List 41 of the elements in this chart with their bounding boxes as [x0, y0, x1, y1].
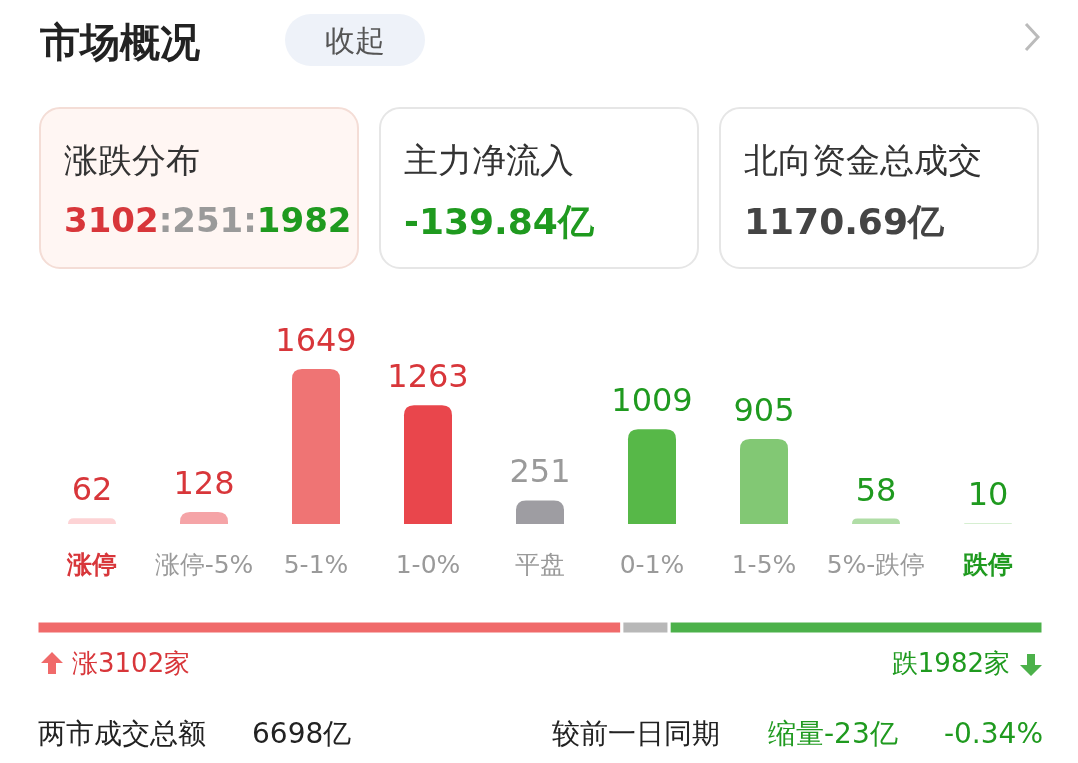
- bar: [68, 518, 116, 524]
- x-tick-label: 1-0%: [395, 550, 461, 579]
- bar: [180, 511, 228, 524]
- x-tick-label: 涨停: [66, 550, 117, 579]
- x-tick-label: 平盘: [515, 550, 565, 579]
- x-tick-label: 0-1%: [619, 550, 685, 579]
- data-label: 1009: [611, 381, 693, 420]
- bar: [628, 429, 676, 524]
- bar: [740, 438, 788, 524]
- text: 市场概况: [39, 19, 200, 65]
- text: 较前一日同期: [552, 717, 720, 750]
- x-tick-label: 5-1%: [283, 550, 349, 579]
- text: 涨跌分布: [64, 140, 200, 180]
- text: -139.84亿: [404, 201, 595, 242]
- text: 收起: [325, 23, 385, 58]
- x-tick-label: 1-5%: [731, 550, 797, 579]
- text: 1170.69亿: [744, 201, 945, 242]
- bar: [292, 369, 340, 524]
- data-label: 10: [967, 475, 1009, 514]
- text: 北向资金总成交: [744, 140, 982, 180]
- text: 3102:251:1982: [64, 200, 352, 240]
- data-label: 128: [173, 463, 235, 502]
- data-label: 1263: [387, 357, 469, 396]
- text: 缩量-23亿: [768, 717, 898, 750]
- text: -0.34%: [943, 717, 1043, 750]
- bar: [852, 518, 900, 524]
- data-label: 251: [509, 452, 571, 491]
- bar: [404, 405, 452, 524]
- text: 6698亿: [252, 717, 352, 750]
- text: 两市成交总额: [38, 717, 206, 750]
- data-label: 1649: [275, 321, 357, 359]
- x-tick-label: 5%-跌停: [826, 550, 926, 579]
- x-tick-label: 跌停: [962, 550, 1013, 579]
- data-label: 905: [733, 390, 795, 429]
- text: 涨3102家: [72, 648, 191, 678]
- text: 主力净流入: [404, 140, 574, 180]
- bar: [516, 500, 564, 524]
- x-tick-label: 涨停-5%: [154, 550, 254, 579]
- text: 跌1982家: [891, 648, 1010, 678]
- data-label: 62: [71, 470, 113, 509]
- data-label: 58: [855, 470, 897, 509]
